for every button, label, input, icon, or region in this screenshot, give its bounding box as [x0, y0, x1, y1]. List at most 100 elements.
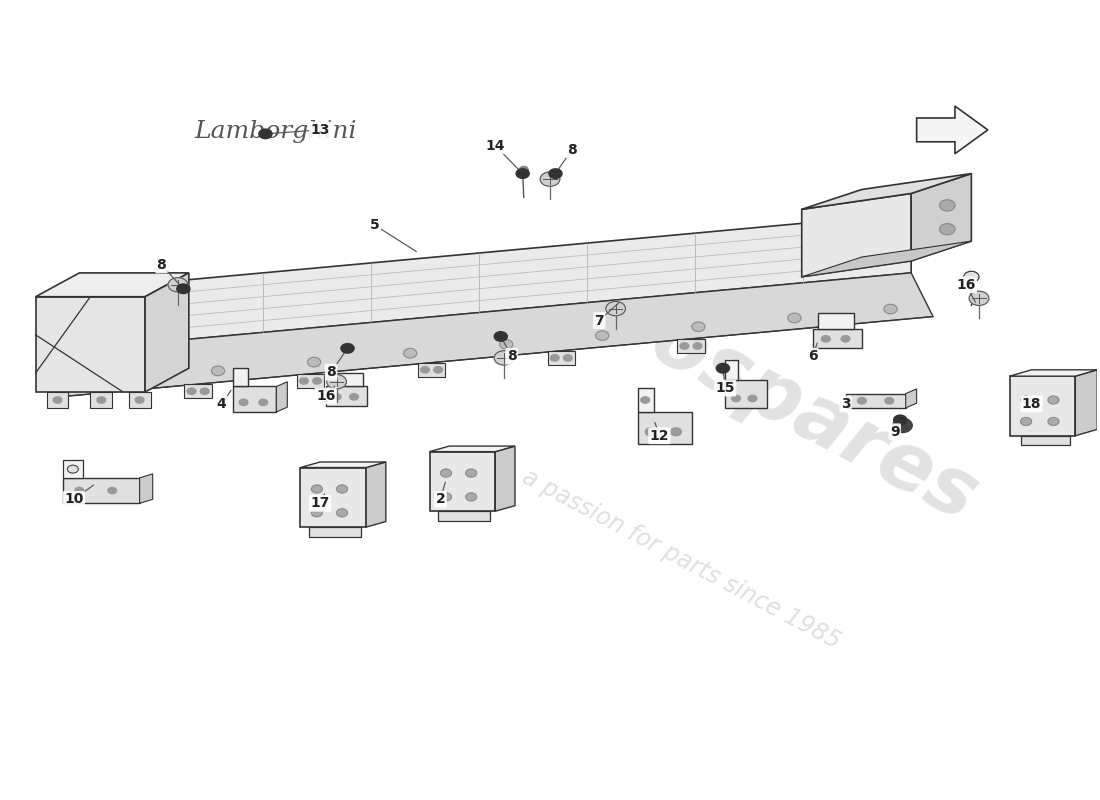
Circle shape [892, 418, 912, 433]
Text: 6: 6 [807, 350, 817, 363]
Circle shape [732, 395, 740, 402]
Circle shape [211, 366, 224, 376]
Polygon shape [802, 241, 971, 277]
Circle shape [516, 169, 529, 178]
Polygon shape [276, 382, 287, 412]
Circle shape [550, 354, 559, 361]
Circle shape [200, 388, 209, 394]
Circle shape [465, 469, 476, 477]
Polygon shape [818, 313, 855, 329]
Polygon shape [129, 392, 151, 408]
Text: 9: 9 [890, 425, 900, 438]
Circle shape [939, 200, 955, 211]
Circle shape [1048, 418, 1059, 426]
Polygon shape [300, 462, 386, 467]
Polygon shape [418, 362, 446, 377]
Polygon shape [678, 339, 705, 353]
Text: 2: 2 [436, 492, 446, 506]
Circle shape [969, 291, 989, 306]
Circle shape [433, 366, 442, 373]
Polygon shape [802, 174, 971, 210]
Circle shape [75, 487, 84, 494]
Circle shape [441, 469, 451, 477]
Circle shape [1048, 396, 1059, 404]
Circle shape [748, 395, 757, 402]
Polygon shape [46, 273, 933, 396]
Circle shape [168, 278, 188, 292]
Circle shape [258, 129, 272, 138]
Text: 15: 15 [715, 381, 735, 395]
Circle shape [563, 354, 572, 361]
Polygon shape [916, 106, 988, 154]
Circle shape [311, 485, 322, 493]
Circle shape [519, 166, 528, 173]
Circle shape [884, 304, 898, 314]
Text: 14: 14 [485, 138, 505, 153]
Text: 8: 8 [507, 350, 517, 363]
Polygon shape [63, 478, 140, 503]
Circle shape [341, 343, 354, 353]
Polygon shape [638, 412, 692, 444]
Circle shape [842, 336, 850, 342]
Circle shape [822, 336, 830, 342]
Circle shape [884, 398, 893, 404]
Circle shape [312, 378, 321, 384]
Circle shape [596, 330, 609, 340]
Polygon shape [140, 474, 153, 503]
Text: 13: 13 [310, 123, 330, 137]
Polygon shape [802, 194, 911, 277]
Circle shape [258, 399, 267, 406]
Circle shape [420, 366, 429, 373]
Circle shape [549, 169, 562, 178]
Polygon shape [725, 380, 767, 408]
Circle shape [327, 374, 346, 389]
Polygon shape [911, 174, 971, 261]
Circle shape [494, 350, 514, 365]
Circle shape [499, 340, 513, 349]
Circle shape [893, 415, 906, 425]
Text: 12: 12 [650, 429, 669, 442]
Circle shape [332, 394, 341, 400]
Circle shape [716, 363, 729, 373]
Polygon shape [1010, 370, 1097, 376]
Circle shape [116, 375, 129, 385]
Text: 8: 8 [566, 142, 576, 157]
Polygon shape [46, 392, 68, 408]
Circle shape [239, 399, 248, 406]
Circle shape [964, 271, 979, 282]
Text: a passion for parts since 1985: a passion for parts since 1985 [518, 465, 845, 654]
Text: 5: 5 [370, 218, 379, 232]
Circle shape [1021, 418, 1032, 426]
Polygon shape [35, 297, 145, 392]
Polygon shape [185, 384, 212, 398]
Circle shape [939, 224, 955, 234]
Text: 10: 10 [64, 492, 84, 506]
Circle shape [53, 397, 62, 403]
Polygon shape [638, 388, 654, 412]
Circle shape [337, 485, 348, 493]
Circle shape [299, 378, 308, 384]
Text: 18: 18 [1022, 397, 1042, 411]
Circle shape [494, 332, 507, 342]
Polygon shape [90, 392, 112, 408]
Circle shape [187, 388, 196, 394]
Circle shape [465, 493, 476, 501]
Circle shape [670, 428, 681, 436]
Circle shape [97, 397, 106, 403]
Text: 8: 8 [327, 365, 336, 379]
Polygon shape [366, 462, 386, 527]
Polygon shape [439, 511, 490, 521]
Text: eurospares: eurospares [504, 230, 990, 538]
Text: 17: 17 [310, 496, 330, 510]
Polygon shape [1010, 376, 1076, 436]
Polygon shape [1076, 370, 1097, 436]
Circle shape [641, 397, 650, 403]
Polygon shape [46, 214, 911, 352]
Polygon shape [35, 273, 189, 297]
Circle shape [858, 398, 867, 404]
Circle shape [680, 342, 689, 349]
Polygon shape [495, 446, 515, 511]
Polygon shape [232, 368, 248, 386]
Circle shape [177, 284, 190, 294]
Polygon shape [232, 386, 276, 412]
